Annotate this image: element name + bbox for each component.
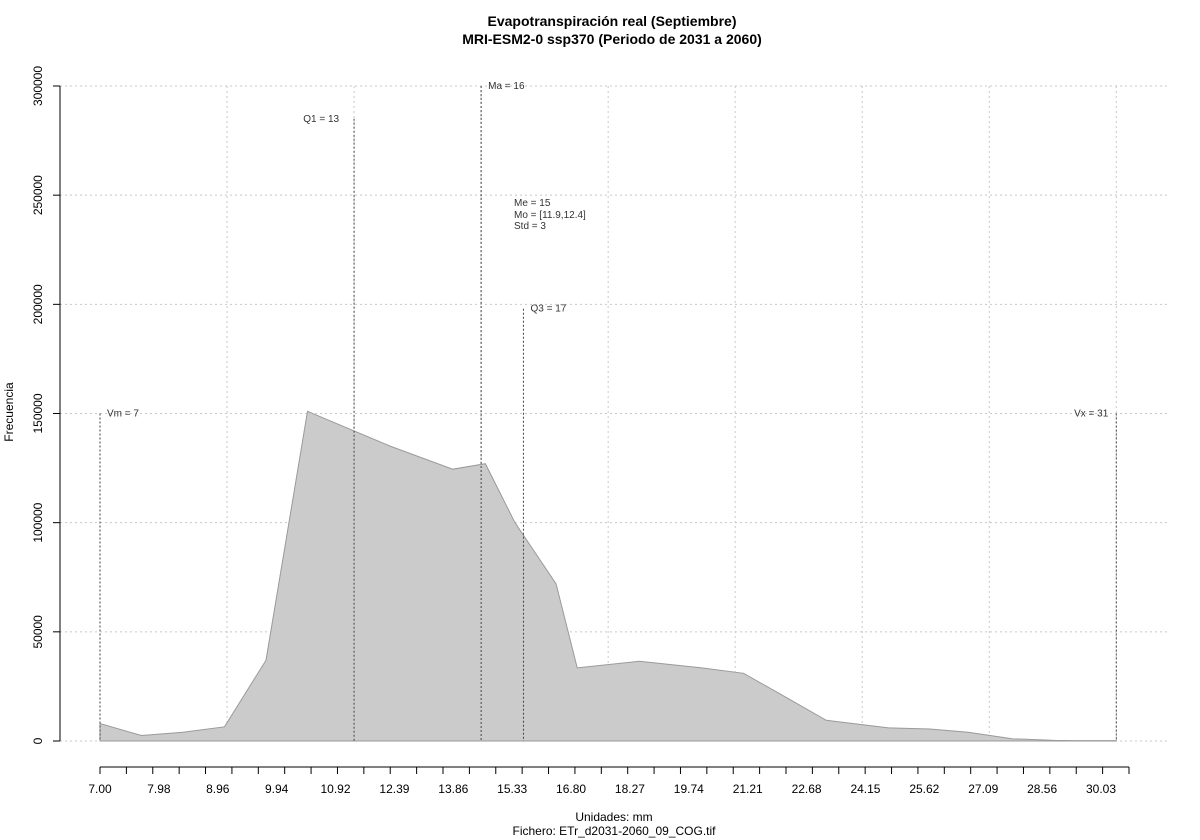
area-fill <box>99 410 1117 742</box>
y-tick-label-6: 300000 <box>31 66 45 106</box>
y-tick-label-2: 100000 <box>31 502 45 542</box>
stat-std: Std = 3 <box>514 221 546 232</box>
annotation-label-1: Q1 = 13 <box>303 114 339 125</box>
x-tick-label-15: 27.09 <box>968 782 998 796</box>
y-tick-label-0: 0 <box>31 737 45 744</box>
stat-median: Me = 15 <box>514 198 551 209</box>
x-axis: 7.00 7.98 8.96 9.94 10.92 12.39 13.86 15.33 16.8… <box>88 766 1130 796</box>
x-tick-label-10: 19.74 <box>674 782 704 796</box>
annotation-label-0: Vm = 7 <box>107 409 139 420</box>
x-tick-label-8: 16.80 <box>556 782 586 796</box>
x-tick-label-0: 7.00 <box>88 782 112 796</box>
x-tick-label-9: 18.27 <box>615 782 645 796</box>
chart-title: Evapotranspiración real (Septiembre) <box>488 13 737 29</box>
annotations: Vm = 7 Q1 = 13 Ma = 16 Q3 = 17 Vx = 31 <box>107 81 1109 420</box>
x-tick-label-4: 10.92 <box>321 782 351 796</box>
x-tick-label-1: 7.98 <box>147 782 171 796</box>
x-tick-label-14: 25.62 <box>909 782 939 796</box>
grid <box>60 85 1170 742</box>
y-axis: 0 50000 100000 150000 200000 250000 300000 <box>31 66 61 744</box>
x-tick-label-2: 8.96 <box>206 782 230 796</box>
annotation-label-4: Vx = 31 <box>1074 409 1109 420</box>
annotation-label-3: Q3 = 17 <box>530 304 566 315</box>
y-tick-label-4: 200000 <box>31 284 45 324</box>
x-tick-label-11: 21.21 <box>733 782 763 796</box>
x-tick-label-6: 13.86 <box>438 782 468 796</box>
y-tick-label-5: 250000 <box>31 175 45 215</box>
y-axis-label: Frecuencia <box>2 382 16 442</box>
x-tick-label-16: 28.56 <box>1027 782 1057 796</box>
x-tick-label-13: 24.15 <box>850 782 880 796</box>
x-axis-label: Unidades: mm <box>575 810 652 824</box>
x-tick-label-5: 12.39 <box>379 782 409 796</box>
y-tick-label-1: 50000 <box>31 615 45 649</box>
annotation-label-2: Ma = 16 <box>488 81 525 92</box>
x-tick-label-12: 22.68 <box>792 782 822 796</box>
stat-lines <box>99 86 1117 741</box>
y-tick-label-3: 150000 <box>31 393 45 433</box>
x-tick-label-3: 9.94 <box>265 782 289 796</box>
x-tick-label-17: 30.03 <box>1086 782 1116 796</box>
stats-box: Me = 15 Mo = [11.9,12.4] Std = 3 <box>514 198 586 232</box>
stat-mode: Mo = [11.9,12.4] <box>514 210 586 221</box>
x-tick-label-7: 15.33 <box>497 782 527 796</box>
area-series <box>99 410 1117 742</box>
chart-subtitle: MRI-ESM2-0 ssp370 (Periodo de 2031 a 206… <box>462 31 762 47</box>
file-footer: Fichero: ETr_d2031-2060_09_COG.tif <box>513 824 717 838</box>
